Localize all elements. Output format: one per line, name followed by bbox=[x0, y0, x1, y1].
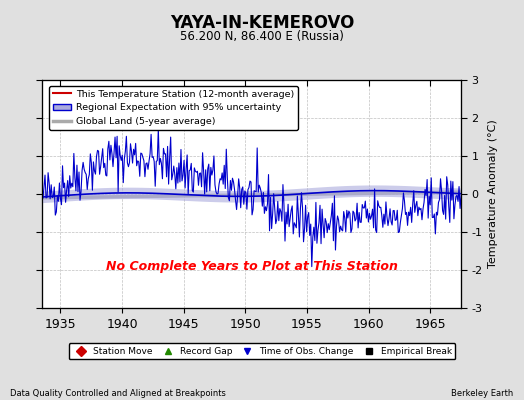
Y-axis label: Temperature Anomaly (°C): Temperature Anomaly (°C) bbox=[488, 120, 498, 268]
Text: 56.200 N, 86.400 E (Russia): 56.200 N, 86.400 E (Russia) bbox=[180, 30, 344, 43]
Text: YAYA-IN-KEMEROVO: YAYA-IN-KEMEROVO bbox=[170, 14, 354, 32]
Legend: This Temperature Station (12-month average), Regional Expectation with 95% uncer: This Temperature Station (12-month avera… bbox=[49, 86, 298, 130]
Legend: Station Move, Record Gap, Time of Obs. Change, Empirical Break: Station Move, Record Gap, Time of Obs. C… bbox=[69, 343, 455, 360]
Text: Berkeley Earth: Berkeley Earth bbox=[451, 389, 514, 398]
Text: Data Quality Controlled and Aligned at Breakpoints: Data Quality Controlled and Aligned at B… bbox=[10, 389, 226, 398]
Text: No Complete Years to Plot at This Station: No Complete Years to Plot at This Statio… bbox=[105, 260, 398, 274]
